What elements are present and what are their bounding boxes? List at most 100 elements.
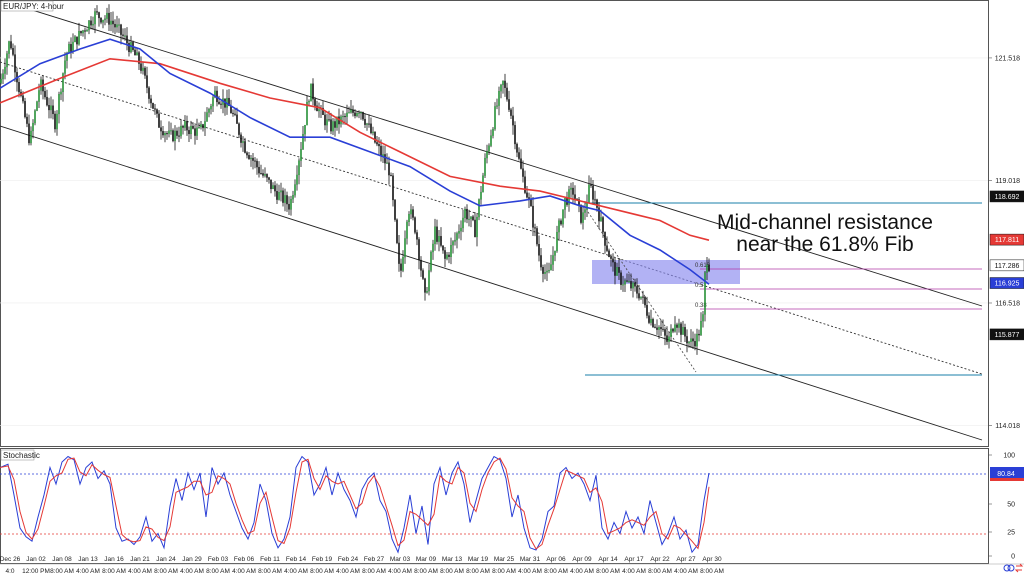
time-label: 8:00 AM — [310, 568, 334, 575]
candle-body — [438, 236, 440, 242]
candle-body — [322, 107, 324, 116]
candle-body — [58, 94, 60, 115]
candle-body — [620, 272, 622, 286]
candle-body — [130, 42, 132, 53]
candle-body — [700, 321, 702, 336]
candle-body — [364, 118, 366, 125]
candle-body — [426, 291, 428, 293]
date-label: Feb 24 — [338, 556, 359, 563]
candle-body — [504, 80, 506, 89]
candle-body — [158, 113, 160, 128]
candle-body — [402, 257, 404, 271]
candle-body — [62, 73, 64, 93]
candle-body — [688, 341, 690, 344]
candle-body — [288, 203, 290, 210]
candle-body — [374, 131, 376, 143]
candle-body — [68, 44, 70, 54]
candle-body — [602, 217, 604, 233]
candle-body — [34, 110, 36, 124]
candle-body — [178, 135, 180, 137]
candle-body — [278, 192, 280, 200]
candle-body — [144, 67, 146, 76]
candle-body — [310, 83, 312, 102]
candle-body — [646, 304, 648, 316]
candle-body — [208, 109, 210, 113]
candle-body — [276, 191, 278, 200]
candle-body — [670, 328, 672, 337]
date-label: Apr 27 — [676, 556, 696, 563]
date-label: Mar 09 — [416, 556, 437, 563]
candle-body — [86, 29, 88, 32]
candle-body — [50, 105, 52, 111]
candle-body — [378, 144, 380, 147]
fib-label-618: 0.618 — [695, 263, 711, 269]
candle-body — [284, 195, 286, 203]
candle-body — [564, 198, 566, 210]
candle-body — [194, 128, 196, 136]
candle-body — [358, 112, 360, 114]
moving-average-red — [0, 57, 710, 241]
candle-body — [24, 101, 26, 118]
candle-body — [318, 109, 320, 112]
candle-body — [634, 282, 636, 287]
candle-body — [430, 251, 432, 271]
candle-body — [258, 166, 260, 174]
stochastic-value: 80.84 — [997, 471, 1015, 478]
candle-body — [312, 83, 314, 100]
candle-body — [550, 264, 552, 271]
link-icon[interactable] — [1003, 564, 1015, 572]
date-label: Feb 11 — [260, 556, 280, 563]
price-axis: 121.518 119.018 116.518 114.018 — [988, 55, 1020, 430]
candle-body — [232, 112, 234, 115]
symbol-title: EUR/JPY: 4-hour — [3, 2, 64, 11]
candle-body — [192, 125, 194, 129]
candle-body — [262, 173, 264, 176]
date-label: Apr 14 — [598, 556, 618, 563]
date-label: Apr 09 — [572, 556, 592, 563]
candle-body — [170, 130, 172, 132]
candle-body — [428, 270, 430, 292]
candle-body — [218, 101, 220, 105]
candle-body — [154, 108, 156, 110]
time-label: 8:00 AM — [50, 568, 74, 575]
candle-body — [526, 192, 528, 198]
time-label: 8:00 AM — [700, 568, 724, 575]
stochastic-tick-label: 100 — [1003, 453, 1015, 460]
date-label: Jan 29 — [182, 556, 202, 563]
candle-body — [256, 160, 258, 168]
candle-body — [574, 194, 576, 199]
candle-body — [376, 142, 378, 145]
candle-body — [110, 20, 112, 25]
stochastic-label-bg — [0, 449, 35, 461]
candle-body — [300, 148, 302, 161]
candle-body — [490, 135, 492, 146]
candle-body — [246, 152, 248, 156]
candle-body — [8, 41, 10, 54]
candle-body — [640, 296, 642, 299]
candle-body — [592, 185, 594, 200]
candle-body — [306, 102, 308, 126]
candle-body — [410, 209, 412, 215]
candle-body — [76, 36, 78, 45]
time-label: 8:00 AM — [102, 568, 126, 575]
candle-body — [440, 236, 442, 246]
candle-body — [528, 197, 530, 199]
candle-body — [32, 122, 34, 132]
candle-body — [442, 245, 444, 251]
moving-average-blue — [0, 38, 710, 285]
time-label: 4:00 AM — [76, 568, 100, 575]
candle-body — [174, 130, 176, 142]
candle-body — [516, 143, 518, 153]
candle-body — [200, 124, 202, 128]
sync-icon[interactable] — [1014, 563, 1024, 573]
candle-body — [604, 231, 606, 246]
candle-body — [336, 116, 338, 128]
time-label: 12:00 PM — [22, 568, 50, 575]
time-label: 8:00 AM — [206, 568, 230, 575]
candle-body — [254, 160, 256, 162]
candle-body — [444, 250, 446, 259]
candle-body — [40, 79, 42, 91]
candle-body — [464, 208, 466, 219]
candle-body — [274, 185, 276, 192]
